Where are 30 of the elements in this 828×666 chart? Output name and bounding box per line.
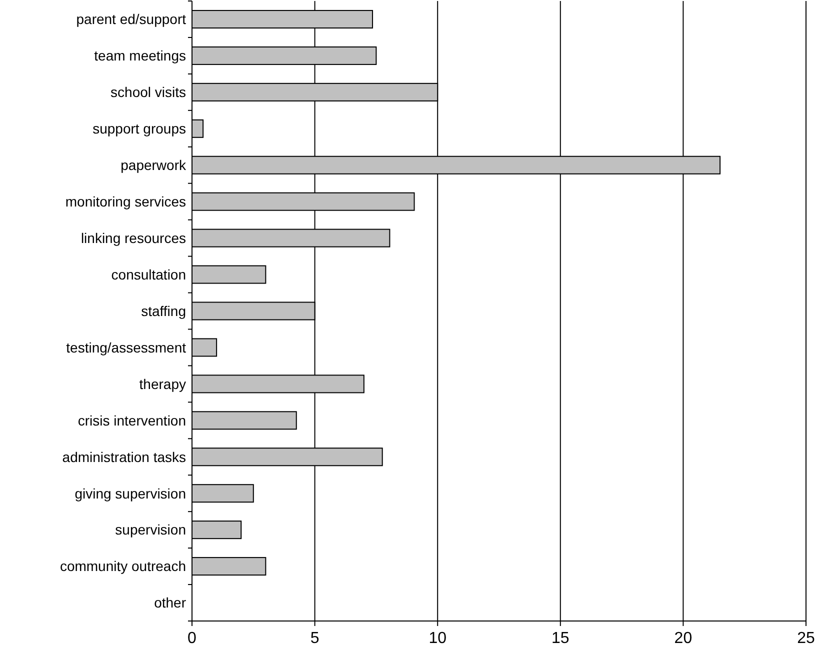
y-tick-label: paperwork [120,157,187,174]
x-tick-label: 15 [552,630,570,647]
bar [192,520,242,540]
x-tick-label: 20 [674,630,692,647]
x-tick-label: 5 [310,630,320,647]
y-tick-label: consultation [111,266,186,282]
y-tick-label: parent ed/support [76,11,186,28]
bar [192,338,218,357]
y-tick-label: crisis intervention [78,412,186,428]
y-tick-label: supervision [115,522,186,538]
bar [192,557,266,576]
y-tick-label: team meetings [94,48,186,64]
y-tick-label: linking resources [80,230,186,246]
bar [192,411,297,430]
x-tick-label: 10 [428,630,447,647]
y-tick-label: monitoring services [65,193,186,210]
y-tick-label: school visits [110,84,186,100]
y-tick-label: staffing [141,302,186,319]
bar [192,484,254,503]
x-tick-label: 25 [797,630,815,647]
bar [192,119,204,138]
x-tick-label: 0 [188,630,197,647]
bar [192,265,266,284]
y-tick-label: support groups [92,120,186,137]
y-tick-label: therapy [139,376,186,392]
y-tick-label: giving supervision [74,485,186,502]
y-tick-label: administration tasks [62,448,186,465]
y-tick-label: other [154,594,186,611]
y-tick-label: testing/assessment [66,339,186,356]
y-tick-label: community outreach [60,558,186,574]
